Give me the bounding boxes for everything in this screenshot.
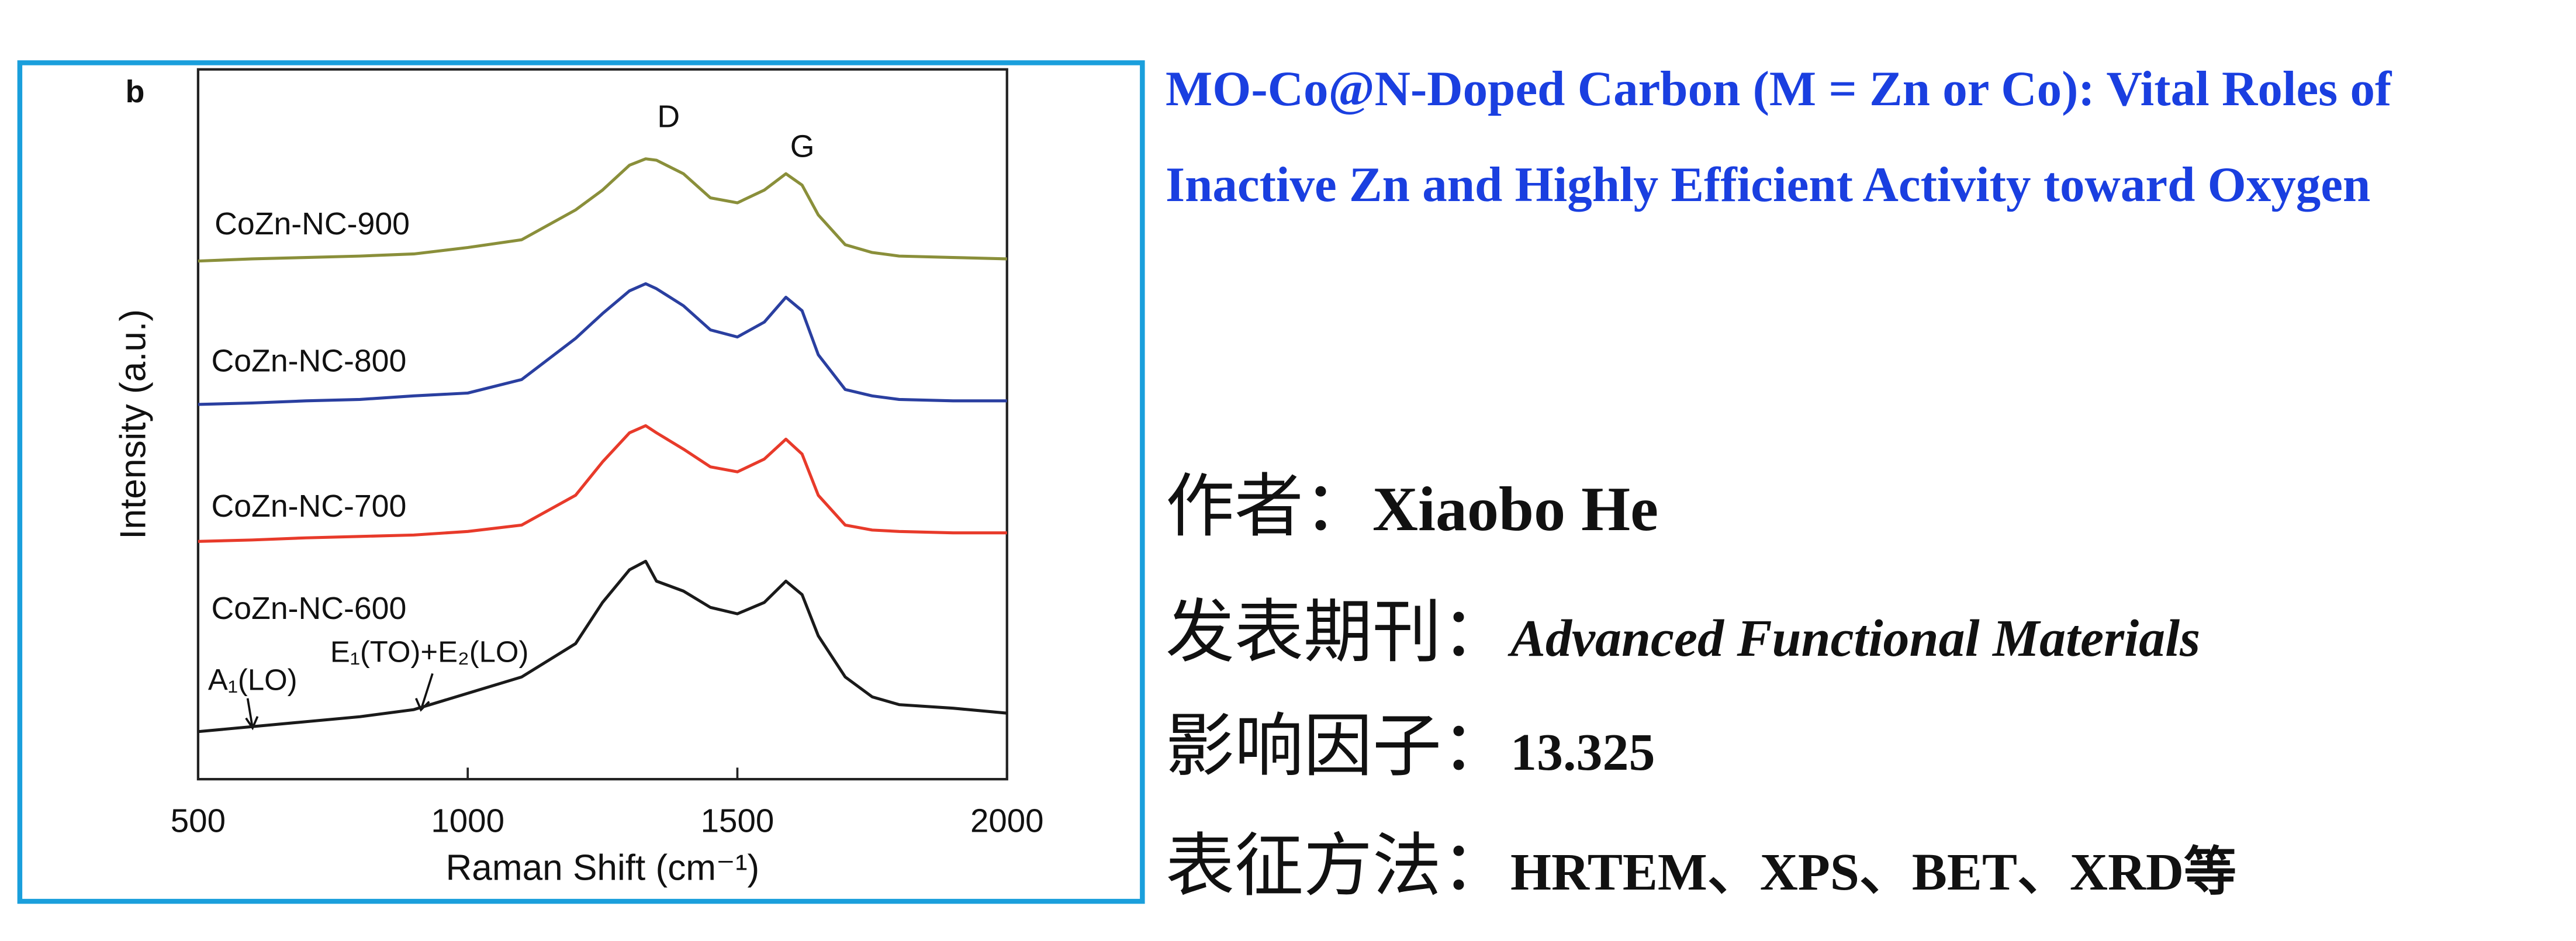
series-line: [198, 559, 1007, 734]
info-field: 作者：Xiaobo He: [1166, 450, 1658, 550]
annotation: G: [790, 129, 815, 164]
field-value: 13.325: [1510, 724, 1655, 781]
series-label: CoZn-NC-600: [211, 591, 406, 626]
series-line: [198, 282, 1007, 406]
series-label: CoZn-NC-900: [215, 206, 410, 241]
panel-label: b: [126, 74, 145, 109]
annotation: A₁(LO): [208, 663, 298, 697]
series-line: [198, 424, 1007, 543]
field-label: 影响因子：: [1166, 708, 1511, 785]
field-label: 发表期刊：: [1166, 594, 1511, 671]
series-label: CoZn-NC-700: [211, 489, 406, 524]
annotation: E₁(TO)+E₂(LO): [330, 635, 529, 669]
field-value: HRTEM、XPS、BET、XRD等: [1510, 843, 2236, 901]
x-tick-label: 1000: [431, 802, 504, 839]
plot-area: [196, 68, 1008, 781]
x-tick-label: 1500: [701, 802, 774, 839]
field-value: Xiaobo He: [1372, 475, 1659, 544]
info-field: 表征方法：HRTEM、XPS、BET、XRD等: [1166, 809, 2236, 909]
field-value: Advanced Functional Materials: [1510, 610, 2201, 667]
annotation: D: [657, 99, 680, 134]
info-field: 发表期刊：Advanced Functional Materials: [1166, 576, 2200, 676]
field-label: 作者：: [1166, 469, 1373, 545]
chart: b Raman Shift (cm⁻¹) Intensity (a.u.) D …: [17, 60, 1145, 904]
frame: [17, 60, 1145, 904]
series-line: [198, 157, 1007, 263]
series-label: CoZn-NC-800: [211, 344, 406, 379]
x-tick-label: 2000: [970, 802, 1044, 839]
info-field: 影响因子：13.325: [1166, 690, 1655, 790]
x-tick-label: 500: [171, 802, 226, 839]
paper-title: MO-Co@N-Doped Carbon (M = Zn or Co): Vit…: [1166, 61, 2392, 212]
x-axis-label: Raman Shift (cm⁻¹): [445, 847, 759, 888]
arrow: [245, 698, 259, 731]
field-label: 表征方法：: [1166, 828, 1511, 905]
y-axis-label: Intensity (a.u.): [113, 309, 154, 539]
